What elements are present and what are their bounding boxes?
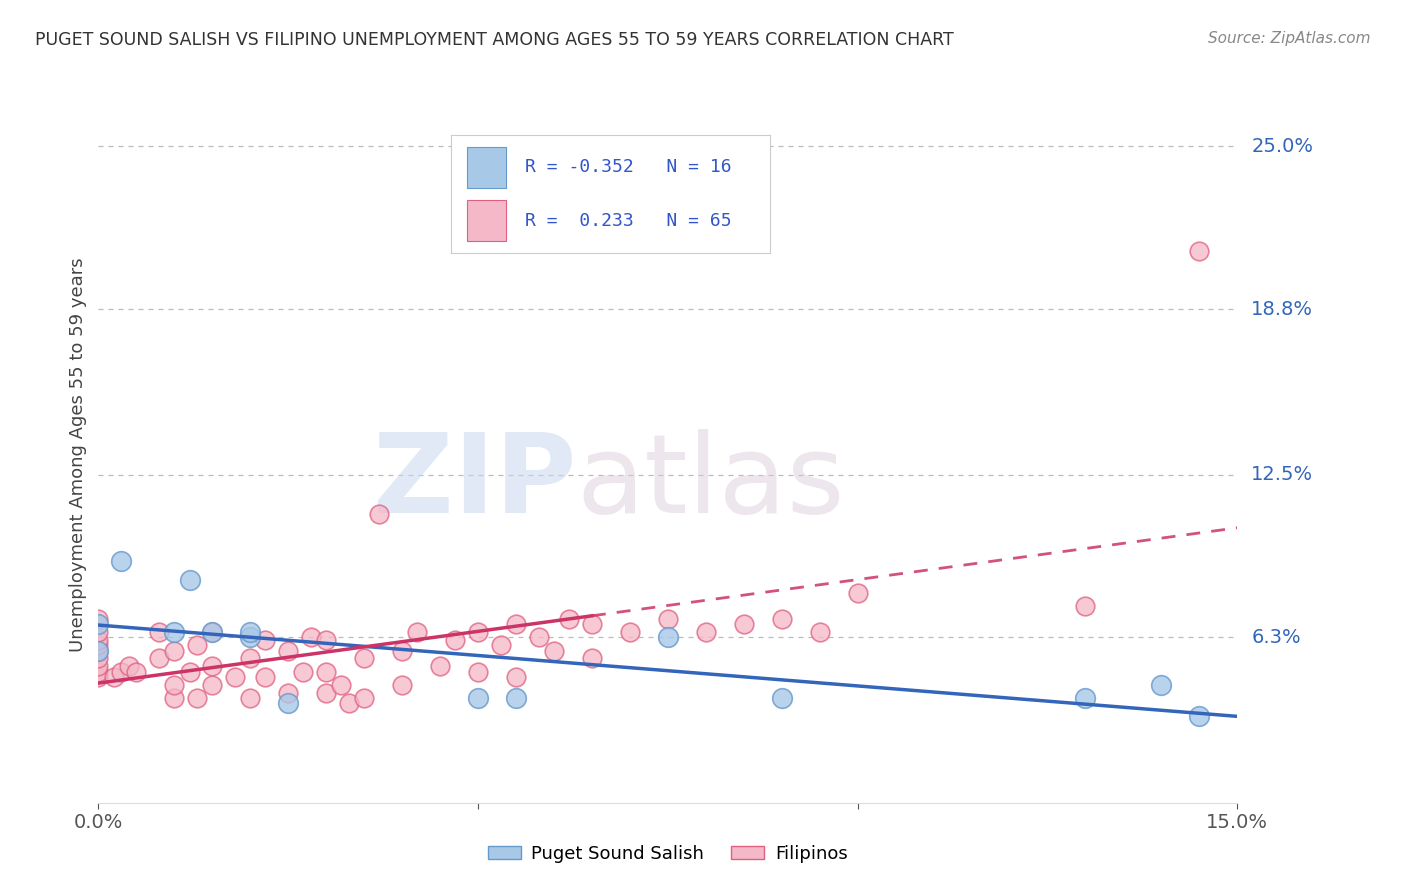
Point xyxy=(505,690,527,705)
Point xyxy=(239,625,262,640)
Point xyxy=(299,631,322,645)
Point xyxy=(695,625,717,640)
Point xyxy=(429,659,451,673)
Point xyxy=(201,659,224,673)
Point xyxy=(846,586,869,600)
Point xyxy=(1074,690,1097,705)
Point xyxy=(110,665,132,679)
Point xyxy=(337,696,360,710)
Point xyxy=(770,612,793,626)
Point xyxy=(239,690,262,705)
Point xyxy=(581,651,603,665)
Point xyxy=(467,690,489,705)
Point xyxy=(391,678,413,692)
Point xyxy=(619,625,641,640)
Point xyxy=(467,665,489,679)
Point xyxy=(467,625,489,640)
Point xyxy=(505,670,527,684)
Point xyxy=(87,617,110,632)
Point xyxy=(292,665,315,679)
Point xyxy=(201,678,224,692)
Point xyxy=(179,573,201,587)
Point xyxy=(558,612,581,626)
Point xyxy=(315,685,337,699)
Text: 12.5%: 12.5% xyxy=(1251,465,1313,484)
Point xyxy=(163,678,186,692)
Point xyxy=(87,625,110,640)
Point xyxy=(125,665,148,679)
Point xyxy=(330,678,353,692)
Point xyxy=(201,625,224,640)
Point xyxy=(315,633,337,648)
Text: Source: ZipAtlas.com: Source: ZipAtlas.com xyxy=(1208,31,1371,46)
Point xyxy=(186,638,208,652)
Point xyxy=(543,643,565,657)
Point xyxy=(391,643,413,657)
Point xyxy=(87,670,110,684)
Point xyxy=(444,633,467,648)
Point xyxy=(657,612,679,626)
Point xyxy=(1074,599,1097,613)
Point xyxy=(770,690,793,705)
Point xyxy=(277,696,299,710)
Point xyxy=(353,651,375,665)
Point xyxy=(87,643,110,657)
Point xyxy=(368,507,391,521)
Point xyxy=(315,665,337,679)
Point xyxy=(87,633,110,648)
Point xyxy=(148,651,170,665)
Point xyxy=(489,638,512,652)
Point xyxy=(103,670,125,684)
Point xyxy=(87,638,110,652)
Point xyxy=(657,631,679,645)
Point xyxy=(1188,244,1211,259)
Point xyxy=(277,685,299,699)
Text: 6.3%: 6.3% xyxy=(1251,628,1301,647)
Point xyxy=(118,659,141,673)
Text: PUGET SOUND SALISH VS FILIPINO UNEMPLOYMENT AMONG AGES 55 TO 59 YEARS CORRELATIO: PUGET SOUND SALISH VS FILIPINO UNEMPLOYM… xyxy=(35,31,953,49)
Point xyxy=(353,690,375,705)
Point xyxy=(186,690,208,705)
Point xyxy=(163,690,186,705)
Point xyxy=(254,670,277,684)
Point xyxy=(87,651,110,665)
Point xyxy=(87,665,110,679)
Point xyxy=(148,625,170,640)
Y-axis label: Unemployment Among Ages 55 to 59 years: Unemployment Among Ages 55 to 59 years xyxy=(69,258,87,652)
Point xyxy=(1188,709,1211,723)
Point xyxy=(505,617,527,632)
Point xyxy=(733,617,755,632)
Text: ZIP: ZIP xyxy=(374,429,576,536)
Point xyxy=(179,665,201,679)
Point xyxy=(224,670,246,684)
Point xyxy=(87,659,110,673)
Point xyxy=(527,631,550,645)
Point xyxy=(239,651,262,665)
Point xyxy=(1150,678,1173,692)
Point xyxy=(581,617,603,632)
Text: atlas: atlas xyxy=(576,429,845,536)
Point xyxy=(239,631,262,645)
Point xyxy=(277,643,299,657)
Text: 25.0%: 25.0% xyxy=(1251,137,1313,156)
Point xyxy=(163,625,186,640)
Point xyxy=(110,554,132,568)
Point xyxy=(808,625,831,640)
Point xyxy=(87,643,110,657)
Point xyxy=(163,643,186,657)
Point xyxy=(201,625,224,640)
Text: 18.8%: 18.8% xyxy=(1251,300,1313,318)
Legend: Puget Sound Salish, Filipinos: Puget Sound Salish, Filipinos xyxy=(481,838,855,871)
Point xyxy=(406,625,429,640)
Point xyxy=(254,633,277,648)
Point xyxy=(87,612,110,626)
